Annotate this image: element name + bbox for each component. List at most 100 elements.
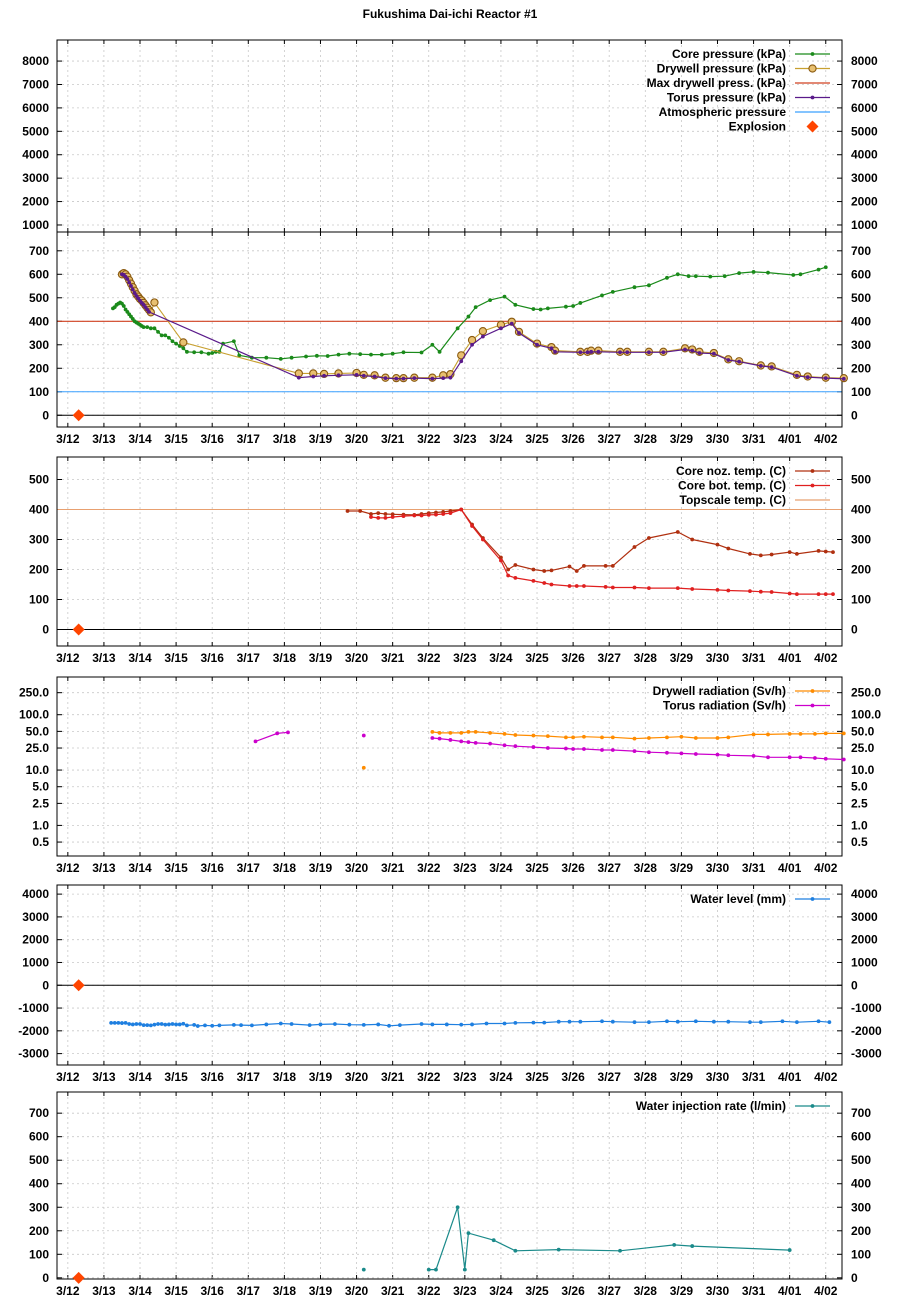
chart-title: Fukushima Dai-ichi Reactor #1	[363, 7, 538, 21]
radiation-torus-radiation-sv-h-point	[766, 755, 770, 760]
pressure-low-core-pressure-kpa-point	[578, 301, 583, 305]
radiation-x-tick-label: 3/28	[634, 861, 658, 875]
pressure-low-explosion-marker	[72, 409, 85, 422]
pressure-low-x-tick-label: 3/26	[561, 432, 585, 446]
pressure-low-core-pressure-kpa-point	[347, 351, 352, 356]
radiation-drywell-radiation-sv-h-point	[513, 733, 518, 737]
water-level-x-tick-label: 3/14	[128, 1070, 152, 1084]
radiation-torus-radiation-sv-h-point	[488, 741, 493, 746]
temperature-x-tick-label: 3/18	[273, 651, 297, 665]
radiation-drywell-radiation-sv-h-point	[466, 729, 471, 734]
radiation-y-tick-label-left: 50.0	[26, 724, 50, 738]
temperature-core-bot-temp-c-point	[419, 513, 424, 518]
radiation-x-tick-label: 3/16	[201, 861, 225, 875]
water-level-y-tick-label-right: 3000	[851, 910, 878, 924]
temperature-core-noz-temp-c-point	[794, 552, 799, 556]
pressure-low-core-pressure-kpa-point	[791, 273, 796, 277]
water-level-x-tick-label: 3/22	[417, 1070, 441, 1084]
pressure-low-torus-pressure-kpa-point	[585, 350, 590, 355]
pressure-low-core-pressure-kpa-point	[545, 306, 550, 311]
water-injection-water-injection-rate-l-min-isolated-point	[361, 1267, 366, 1272]
water-injection-legend-swatch-marker	[810, 1104, 815, 1108]
pressure-low-x-tick-label: 4/01	[778, 432, 802, 446]
radiation-torus-radiation-sv-h-point	[253, 739, 258, 744]
water-level-water-level-mm-point	[347, 1022, 352, 1027]
pressure-low-x-tick-label: 3/28	[634, 432, 658, 446]
pressure-low-core-pressure-kpa-point	[675, 272, 680, 277]
temperature-core-bot-temp-c-point	[574, 584, 579, 588]
pressure-high-legend-swatch-marker	[810, 95, 815, 100]
pressure-high-y-tick-label-left: 2000	[22, 195, 49, 209]
water-injection-y-tick-label-left: 700	[29, 1106, 49, 1120]
temperature-core-noz-temp-c-point	[823, 549, 828, 554]
temperature-x-tick-label: 3/27	[598, 651, 622, 665]
radiation-drywell-radiation-sv-h-point	[502, 731, 507, 736]
pressure-high-y-tick-label-left: 7000	[22, 77, 49, 91]
radiation-torus-radiation-sv-h-point	[751, 754, 756, 758]
pressure-low-core-pressure-kpa-point	[686, 274, 691, 279]
water-level-water-level-mm-point	[195, 1024, 200, 1028]
water-injection-x-tick-label: 3/18	[273, 1284, 297, 1298]
water-injection-x-tick-label: 3/21	[381, 1284, 405, 1298]
temperature-core-bot-temp-c-point	[769, 590, 774, 594]
pressure-low-x-tick-label: 3/13	[92, 432, 116, 446]
radiation-drywell-radiation-sv-h-point	[437, 730, 442, 735]
water-level-x-tick-label: 3/25	[525, 1070, 549, 1084]
water-injection-water-injection-rate-l-min-point	[466, 1231, 471, 1236]
temperature-core-noz-temp-c-point	[582, 564, 586, 568]
temperature-core-bot-temp-c-point	[748, 589, 752, 593]
radiation-torus-radiation-sv-h-point	[531, 745, 536, 749]
pressure-high-y-tick-label-left: 8000	[22, 54, 49, 68]
water-level-water-level-mm-point	[166, 1022, 171, 1027]
pressure-high-legend-swatch-marker	[810, 52, 815, 56]
water-level-explosion-marker	[72, 979, 85, 992]
pressure-low-torus-pressure-kpa-point	[726, 358, 731, 362]
water-level-legend-label: Water level (mm)	[690, 892, 786, 906]
radiation-legend-swatch-marker	[810, 703, 815, 708]
pressure-low-x-tick-label: 3/20	[345, 432, 369, 446]
temperature-x-tick-label: 3/20	[345, 651, 369, 665]
temperature-core-noz-temp-c-line	[347, 508, 834, 572]
temperature-core-bot-temp-c-point	[647, 586, 651, 590]
water-injection-legend-label: Water injection rate (l/min)	[636, 1099, 786, 1113]
water-level-x-tick-label: 3/16	[201, 1070, 225, 1084]
water-injection-water-injection-rate-l-min-point	[462, 1267, 467, 1272]
radiation-torus-radiation-sv-h-point	[448, 738, 453, 742]
radiation-x-tick-label: 3/25	[525, 861, 549, 875]
pressure-low-core-pressure-kpa-point	[647, 283, 651, 288]
water-level-water-level-mm-point	[647, 1020, 651, 1025]
pressure-low-core-pressure-kpa-point	[231, 339, 236, 344]
pressure-low-core-pressure-kpa-point	[264, 355, 269, 360]
pressure-low-y-tick-label-left: 400	[29, 314, 49, 328]
temperature-core-noz-temp-c-point	[769, 552, 774, 557]
temperature-core-bot-temp-c-point	[401, 514, 406, 518]
water-level-water-level-mm-point	[138, 1022, 142, 1026]
radiation-drywell-radiation-sv-h-point	[823, 731, 828, 736]
radiation-drywell-radiation-sv-h-point	[679, 734, 684, 739]
pressure-low-y-tick-label-right: 700	[851, 244, 871, 258]
temperature-core-bot-temp-c-point	[441, 512, 446, 516]
radiation-legend-swatch-marker	[810, 689, 815, 693]
water-injection-y-tick-label-left: 100	[29, 1247, 49, 1261]
pressure-low-y-tick-label-right: 600	[851, 267, 871, 281]
pressure-low-drywell-pressure-kpa-point	[150, 298, 159, 307]
pressure-low-x-tick-label: 3/29	[670, 432, 694, 446]
pressure-low-torus-pressure-kpa-point	[841, 376, 846, 381]
pressure-low-x-tick-label: 3/22	[417, 432, 441, 446]
water-level-x-tick-label: 3/30	[706, 1070, 730, 1084]
water-level-water-level-mm-point	[531, 1020, 536, 1025]
radiation-x-tick-label: 3/27	[598, 861, 622, 875]
water-level-water-level-mm-point	[827, 1020, 832, 1025]
radiation-y-tick-label-left: 250.0	[19, 686, 49, 700]
radiation-x-tick-label: 3/29	[670, 861, 694, 875]
temperature-core-noz-temp-c-point	[675, 530, 680, 534]
water-level-water-level-mm-point	[134, 1022, 139, 1026]
radiation-drywell-radiation-sv-h-point	[693, 736, 698, 740]
pressure-high-legend-label: Explosion	[729, 120, 786, 134]
radiation-x-tick-label: 3/17	[237, 861, 261, 875]
water-level-water-level-mm-point	[502, 1021, 507, 1026]
pressure-low-x-tick-label: 3/27	[598, 432, 622, 446]
water-level-water-level-mm-point	[675, 1019, 680, 1024]
water-level-y-tick-label-left: 4000	[22, 887, 49, 901]
radiation-y-tick-label-left: 1.0	[32, 818, 49, 832]
